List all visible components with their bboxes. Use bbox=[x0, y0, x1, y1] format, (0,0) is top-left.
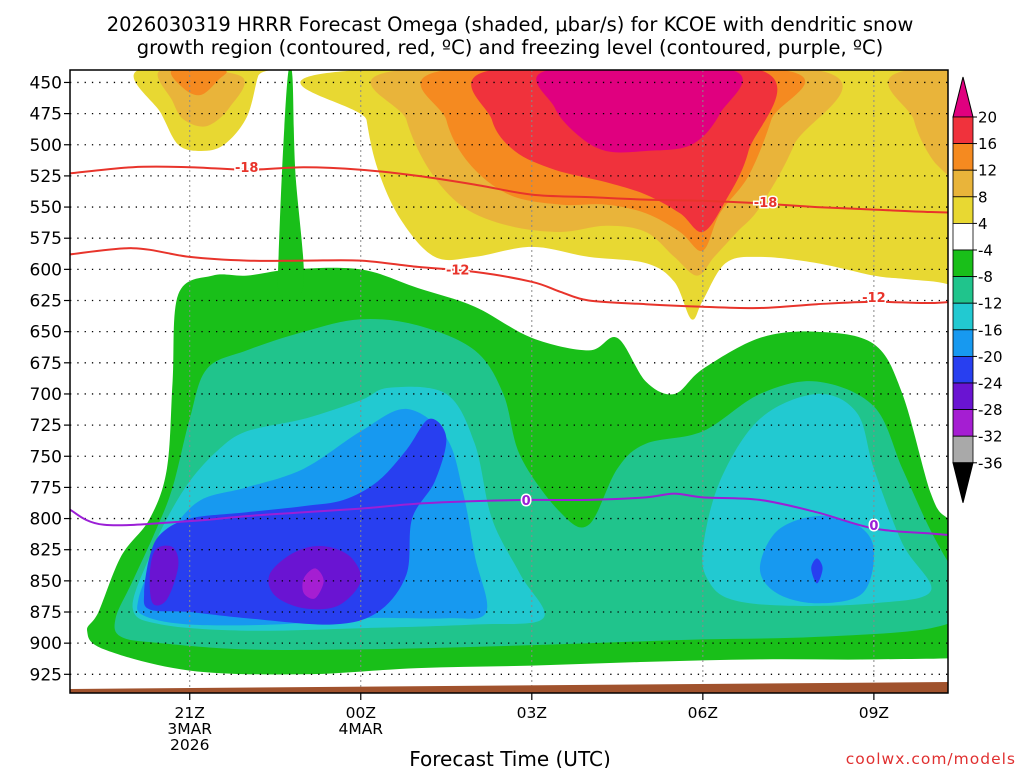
dotted-gridlines bbox=[70, 70, 948, 693]
x-tick-label-3-0: 06Z bbox=[688, 704, 718, 722]
terrain-ground bbox=[70, 682, 948, 693]
colorbar-label-7: -12 bbox=[978, 295, 1003, 313]
y-tick-label-16: 850 bbox=[30, 572, 62, 592]
omega-shaded-regions bbox=[87, 70, 948, 675]
omega-region-16 bbox=[888, 70, 948, 176]
contour-line-1 bbox=[70, 247, 948, 310]
y-tick-label-15: 825 bbox=[30, 541, 62, 561]
colorbar-bin-6 bbox=[952, 276, 974, 304]
plot-area: -18 -18 -12 -12 0 0 450 475 500 525 550 575 600 625 6… bbox=[30, 69, 949, 754]
x-tick-label-0-2: 2026 bbox=[170, 736, 209, 754]
y-tick-label-19: 925 bbox=[30, 665, 62, 685]
y-tick-label-14: 800 bbox=[30, 510, 62, 530]
contour-label-2-0: 0 bbox=[522, 494, 531, 509]
y-tick-label-0: 450 bbox=[30, 73, 62, 93]
y-tick-label-17: 875 bbox=[30, 603, 62, 623]
x-tick-label-2-0: 03Z bbox=[517, 704, 547, 722]
colorbar-label-6: -8 bbox=[978, 268, 993, 286]
omega-region-22 bbox=[536, 70, 743, 153]
plot-frame bbox=[69, 69, 949, 694]
contour-line-2 bbox=[70, 492, 948, 537]
colorbar-label-0: 20 bbox=[978, 109, 997, 127]
temperature-contours: -18 -18 -12 -12 0 0 bbox=[70, 160, 948, 537]
y-tick-label-3: 525 bbox=[30, 167, 62, 187]
colorbar-bin-11 bbox=[952, 409, 974, 437]
colorbar-bin-9 bbox=[952, 355, 974, 384]
x-tick-label-1-1: 4MAR bbox=[338, 720, 383, 738]
colorbar-bin-2 bbox=[952, 169, 974, 198]
colorbar-bottom-arrow bbox=[952, 462, 974, 503]
x-axis-label: Forecast Time (UTC) bbox=[409, 747, 611, 768]
contour-label-0-1: -18 bbox=[754, 196, 778, 211]
x-tick-label-0-0: 21Z bbox=[175, 704, 205, 722]
y-tick-label-9: 675 bbox=[30, 354, 62, 374]
colorbar-bin-12 bbox=[952, 435, 974, 464]
colorbar-label-1: 16 bbox=[978, 135, 997, 153]
omega-colorbar: 20 16 12 8 4 -4 -8 -12 -16 -20 -24 -28 -32 -36 bbox=[952, 76, 1003, 503]
omega-region-8 bbox=[811, 558, 823, 584]
omega-region-9 bbox=[149, 545, 179, 606]
colorbar-label-11: -28 bbox=[978, 401, 1003, 419]
x-axis-time-ticks: 21Z3MAR202600Z4MAR03Z06Z09Z12Z bbox=[167, 693, 889, 754]
y-tick-label-13: 775 bbox=[30, 478, 62, 498]
colorbar-label-9: -20 bbox=[978, 348, 1003, 366]
y-tick-label-10: 700 bbox=[30, 385, 62, 405]
colorbar-bin-0 bbox=[952, 116, 974, 145]
x-tick-label-4-0: 09Z bbox=[859, 704, 889, 722]
colorbar-label-5: -4 bbox=[978, 242, 993, 260]
colorbar-bin-4 bbox=[952, 222, 974, 251]
colorbar-bin-7 bbox=[952, 302, 974, 331]
omega-region-7 bbox=[143, 418, 447, 625]
colorbar-bin-3 bbox=[952, 196, 974, 224]
contour-label-1-0: -12 bbox=[446, 263, 470, 278]
colorbar-bin-5 bbox=[952, 249, 974, 278]
y-tick-label-5: 575 bbox=[30, 229, 62, 249]
y-tick-label-12: 750 bbox=[30, 447, 62, 467]
y-tick-label-11: 725 bbox=[30, 416, 62, 436]
colorbar-label-13: -36 bbox=[978, 454, 1003, 472]
y-tick-label-18: 900 bbox=[30, 634, 62, 654]
omega-region-1 bbox=[277, 70, 304, 301]
y-axis-pressure-ticks: 450 475 500 525 550 575 600 625 650 675 700 725 750 7… bbox=[30, 73, 70, 685]
colorbar-label-12: -32 bbox=[978, 428, 1003, 446]
colorbar-label-2: 12 bbox=[978, 162, 997, 180]
y-tick-label-2: 500 bbox=[30, 136, 62, 156]
colorbar-label-10: -24 bbox=[978, 375, 1003, 393]
omega-region-4 bbox=[702, 393, 932, 607]
chart-title-line-1: 2026030319 HRRR Forecast Omega (shaded, … bbox=[107, 13, 914, 36]
colorbar-label-3: 8 bbox=[978, 188, 988, 206]
omega-region-17 bbox=[170, 70, 227, 96]
x-tick-label-0-1: 3MAR bbox=[167, 720, 212, 738]
colorbar-top-arrow bbox=[952, 76, 974, 118]
y-tick-label-1: 475 bbox=[30, 105, 62, 125]
y-tick-label-4: 550 bbox=[30, 198, 62, 218]
contour-label-0-0: -18 bbox=[235, 161, 259, 176]
y-tick-label-6: 600 bbox=[30, 260, 62, 280]
contour-label-1-1: -12 bbox=[862, 291, 886, 306]
colorbar-bin-10 bbox=[952, 382, 974, 411]
contour-line-0 bbox=[70, 165, 948, 214]
omega-region-11 bbox=[302, 568, 324, 599]
colorbar-label-4: 4 bbox=[978, 215, 988, 233]
x-tick-label-1-0: 00Z bbox=[346, 704, 376, 722]
chart-title-line-2: growth region (contoured, red, ºC) and f… bbox=[137, 36, 884, 59]
y-tick-label-8: 650 bbox=[30, 323, 62, 343]
y-tick-label-7: 625 bbox=[30, 292, 62, 312]
contour-label-2-1: 0 bbox=[869, 519, 878, 534]
colorbar-bin-8 bbox=[952, 329, 974, 357]
credit-text: coolwx.com/models bbox=[846, 750, 1016, 768]
colorbar-bin-1 bbox=[952, 143, 974, 171]
colorbar-label-8: -16 bbox=[978, 321, 1003, 339]
